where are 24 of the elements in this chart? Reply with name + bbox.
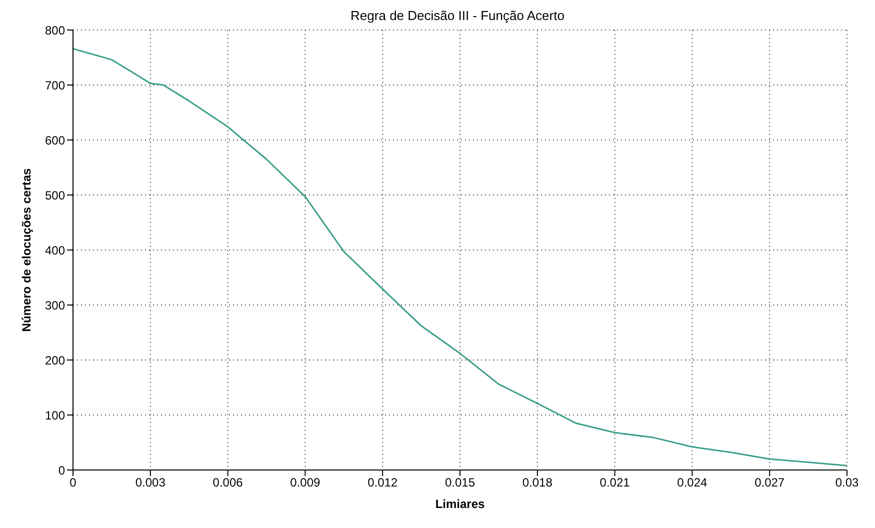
x-tick-label: 0	[70, 476, 77, 490]
y-tick-label: 600	[44, 133, 66, 148]
y-tick-label: 400	[44, 243, 66, 258]
x-tick-label: 0.018	[522, 476, 553, 490]
y-axis-title: Número de elocuções certas	[19, 168, 34, 332]
chart-title: Regra de Decisão III - Função Acerto	[350, 8, 566, 23]
y-tick-label: 200	[44, 353, 66, 368]
y-tick-label: 700	[44, 78, 66, 92]
x-tick-label: 0.027	[754, 476, 785, 490]
x-tick-label: 0.003	[135, 476, 166, 490]
x-tick-label: 0.03	[835, 476, 859, 490]
x-tick-label: 0.006	[212, 476, 244, 490]
x-axis-title: Limiares	[435, 497, 486, 511]
y-tick-label: 300	[44, 298, 66, 312]
x-tick-label: 0.009	[290, 476, 321, 490]
y-tick-label: 100	[44, 408, 66, 422]
y-tick-label: 0	[58, 463, 66, 478]
x-tick-label: 0.024	[677, 476, 708, 490]
y-tick-label: 500	[44, 188, 66, 202]
x-tick-label: 0.015	[444, 476, 476, 490]
y-tick-label: 800	[44, 23, 66, 38]
x-tick-label: 0.012	[368, 476, 398, 490]
line-series	[73, 48, 847, 466]
x-tick-label: 0.021	[600, 476, 630, 490]
